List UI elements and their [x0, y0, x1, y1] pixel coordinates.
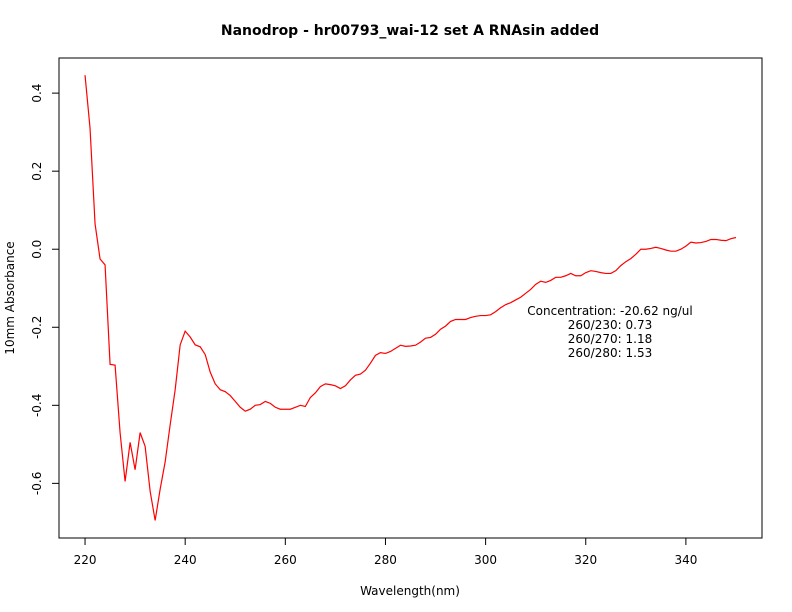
- y-tick-label: 0.0: [30, 240, 44, 259]
- y-tick-label: -0.2: [30, 316, 44, 339]
- chart-title: Nanodrop - hr00793_wai-12 set A RNAsin a…: [221, 23, 599, 39]
- y-tick-label: 0.2: [30, 162, 44, 181]
- y-tick-label: -0.4: [30, 394, 44, 417]
- x-tick-label: 260: [274, 553, 297, 567]
- y-axis-label: 10mm Absorbance: [3, 241, 17, 354]
- x-tick-label: 320: [574, 553, 597, 567]
- data-line: [84, 75, 737, 521]
- y-tick-label: 0.4: [30, 84, 44, 103]
- annotation: 260/280: 1.53: [568, 346, 652, 360]
- x-tick-label: 280: [374, 553, 397, 567]
- annotation: 260/230: 0.73: [568, 318, 652, 332]
- x-tick-label: 220: [74, 553, 97, 567]
- x-axis-label: Wavelength(nm): [360, 584, 460, 598]
- x-tick-label: 340: [674, 553, 697, 567]
- plot-box: [58, 57, 763, 539]
- annotation: 260/270: 1.18: [568, 332, 652, 346]
- x-tick-label: 240: [174, 553, 197, 567]
- x-tick-label: 300: [474, 553, 497, 567]
- annotation: Concentration: -20.62 ng/ul: [527, 304, 692, 318]
- y-tick-label: -0.6: [30, 472, 44, 495]
